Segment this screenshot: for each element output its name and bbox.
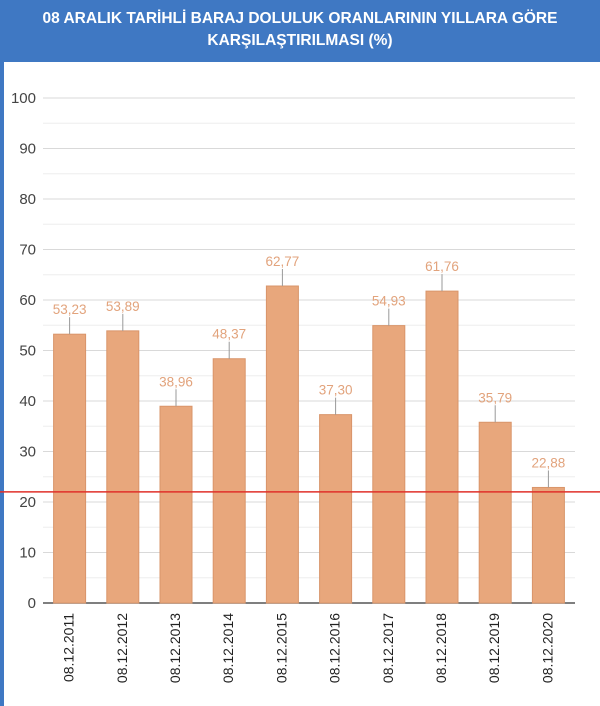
y-tick-label: 90 — [19, 141, 36, 158]
y-tick-label: 50 — [19, 343, 36, 360]
x-tick-label: 08.12.2013 — [167, 613, 183, 683]
bar — [53, 333, 87, 604]
bar — [319, 414, 353, 604]
x-tick-label: 08.12.2020 — [539, 613, 555, 683]
y-tick-label: 70 — [19, 242, 36, 259]
y-tick-label: 80 — [19, 191, 36, 208]
bar — [372, 325, 406, 604]
data-label: 53,23 — [53, 302, 87, 317]
x-tick-label: 08.12.2018 — [433, 613, 449, 683]
bar — [531, 486, 565, 604]
data-label: 62,77 — [266, 254, 300, 269]
y-tick-label: 60 — [19, 292, 36, 309]
data-label: 37,30 — [319, 383, 353, 398]
y-tick-label: 40 — [19, 393, 36, 410]
y-tick-label: 100 — [11, 90, 36, 107]
data-label: 35,79 — [478, 390, 512, 405]
data-label: 54,93 — [372, 294, 406, 309]
bar — [265, 285, 299, 604]
x-tick-label: 08.12.2011 — [61, 613, 77, 682]
x-tick-label: 08.12.2015 — [273, 613, 289, 683]
bar — [159, 405, 193, 604]
x-tick-label: 08.12.2016 — [327, 613, 343, 683]
x-tick-label: 08.12.2019 — [486, 613, 502, 683]
data-label: 38,96 — [159, 374, 193, 389]
y-tick-label: 20 — [19, 494, 36, 511]
data-label: 22,88 — [532, 455, 566, 470]
data-label: 48,37 — [212, 327, 246, 342]
x-tick-label: 08.12.2012 — [114, 613, 130, 683]
bar — [425, 290, 459, 604]
y-tick-label: 30 — [19, 444, 36, 461]
bar — [106, 330, 140, 604]
x-tick-label: 08.12.2014 — [220, 613, 236, 683]
chart-title: 08 ARALIK TARİHLİ BARAJ DOLULUK ORANLARI… — [0, 0, 600, 62]
data-label: 61,76 — [425, 259, 459, 274]
bar — [212, 358, 246, 604]
y-tick-label: 0 — [28, 595, 36, 612]
chart-title-line-2: KARŞILAŞTIRILMASI (%) — [207, 32, 393, 49]
frame-left-border — [0, 62, 4, 706]
chart-title-line-1: 08 ARALIK TARİHLİ BARAJ DOLULUK ORANLARI… — [42, 10, 558, 27]
x-tick-label: 08.12.2017 — [380, 613, 396, 683]
y-tick-label: 10 — [19, 545, 36, 562]
bar — [478, 421, 512, 604]
data-label: 53,89 — [106, 299, 140, 314]
